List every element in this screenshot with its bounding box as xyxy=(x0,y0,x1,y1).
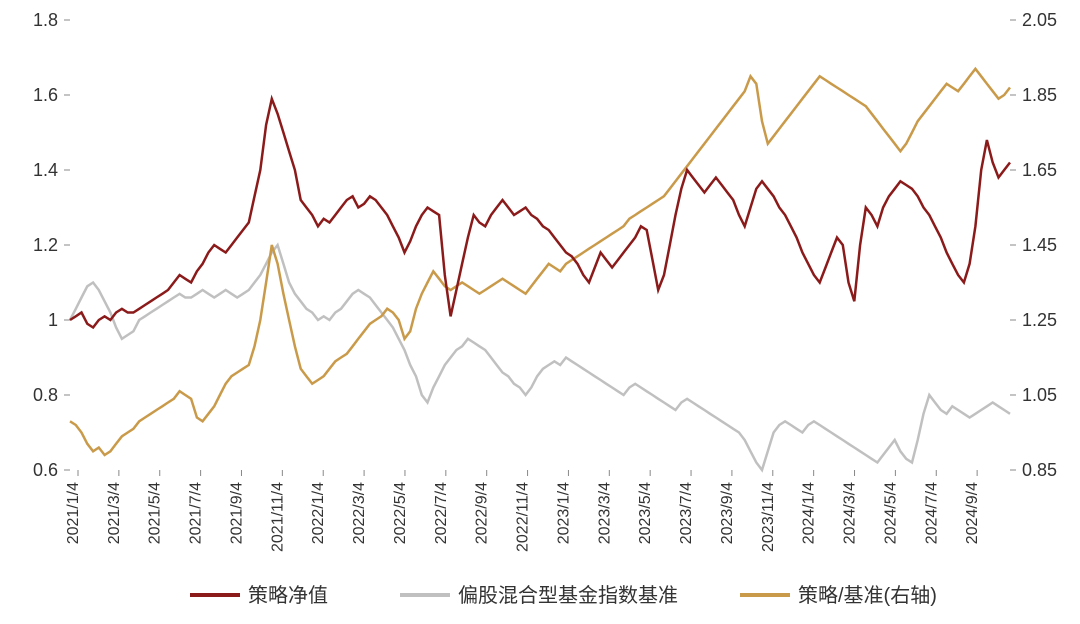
line-chart: 0.6 0.8 1 1.2 1.4 1.6 1.8 0.85 1.05 1.25 1.45 1.65 1… xyxy=(0,0,1080,624)
y-right-label: 1.65 xyxy=(1022,160,1057,180)
x-label: 2021/11/4 xyxy=(269,482,286,552)
x-label: 2024/9/4 xyxy=(964,482,981,544)
x-label: 2023/9/4 xyxy=(719,482,736,544)
series-ratio xyxy=(70,69,1010,455)
y-right-label: 0.85 xyxy=(1022,460,1057,480)
y-right-label: 1.05 xyxy=(1022,385,1057,405)
y-left-label: 0.6 xyxy=(33,460,58,480)
y-left-label: 1 xyxy=(48,310,58,330)
x-label: 2022/1/4 xyxy=(310,482,327,544)
x-label: 2022/7/4 xyxy=(433,482,450,544)
x-label: 2021/3/4 xyxy=(106,482,123,544)
legend-label: 偏股混合型基金指数基准 xyxy=(458,584,678,607)
x-label: 2022/3/4 xyxy=(351,482,368,544)
x-label: 2022/11/4 xyxy=(515,482,532,552)
y-left-label: 1.8 xyxy=(33,10,58,30)
x-label: 2024/3/4 xyxy=(842,482,859,544)
x-label: 2023/5/4 xyxy=(637,482,654,544)
legend-label: 策略/基准(右轴) xyxy=(798,584,937,607)
y-left-label: 1.4 xyxy=(33,160,58,180)
x-label: 2023/11/4 xyxy=(760,482,777,552)
x-label: 2024/5/4 xyxy=(882,482,899,544)
x-label: 2021/5/4 xyxy=(147,482,164,544)
y-left-label: 1.2 xyxy=(33,235,58,255)
x-label: 2023/1/4 xyxy=(555,482,572,544)
x-label: 2021/1/4 xyxy=(65,482,82,544)
x-label: 2023/3/4 xyxy=(596,482,613,544)
chart-svg: 0.6 0.8 1 1.2 1.4 1.6 1.8 0.85 1.05 1.25 1.45 1.65 1… xyxy=(0,0,1080,624)
legend-label: 策略净值 xyxy=(248,584,328,607)
y-left-label: 1.6 xyxy=(33,85,58,105)
x-label: 2022/9/4 xyxy=(474,482,491,544)
y-left-label: 0.8 xyxy=(33,385,58,405)
x-label: 2023/7/4 xyxy=(678,482,695,544)
series-benchmark xyxy=(70,245,1010,470)
y-right-label: 1.25 xyxy=(1022,310,1057,330)
x-label: 2021/9/4 xyxy=(228,482,245,544)
x-label: 2024/1/4 xyxy=(801,482,818,544)
series-strategy xyxy=(70,99,1010,328)
x-label: 2024/7/4 xyxy=(923,482,940,544)
x-label: 2021/7/4 xyxy=(188,482,205,544)
y-right-label: 2.05 xyxy=(1022,10,1057,30)
y-right-label: 1.85 xyxy=(1022,85,1057,105)
y-right-label: 1.45 xyxy=(1022,235,1057,255)
x-label: 2022/5/4 xyxy=(392,482,409,544)
